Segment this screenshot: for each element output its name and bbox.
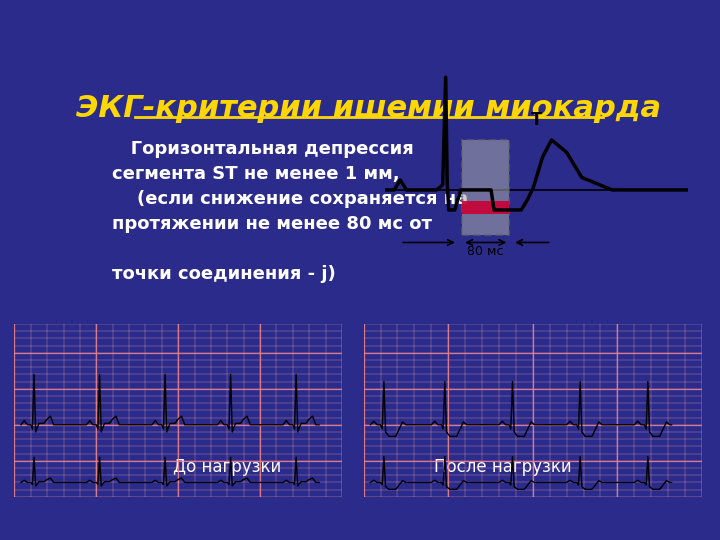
Text: Горизонтальная депрессия
сегмента ST не менее 1 мм,
    (если снижение сохраняет: Горизонтальная депрессия сегмента ST не …	[112, 140, 469, 282]
Bar	[462, 201, 509, 214]
Text: T: T	[531, 111, 542, 129]
Text: После нагрузки: После нагрузки	[434, 458, 572, 476]
Bar	[462, 140, 509, 235]
Text: ЭКГ-критерии ишемии миокарда: ЭКГ-критерии ишемии миокарда	[76, 94, 662, 123]
Text: До нагрузки: До нагрузки	[173, 458, 281, 476]
Text: 80 мс: 80 мс	[467, 245, 504, 258]
